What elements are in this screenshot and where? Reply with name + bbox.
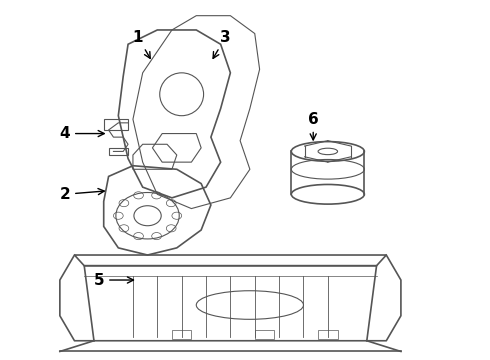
Bar	[255, 330, 274, 339]
Bar	[172, 330, 192, 339]
Text: 1: 1	[133, 30, 150, 58]
Bar	[109, 148, 128, 155]
Text: 5: 5	[94, 273, 133, 288]
Text: 2: 2	[59, 187, 104, 202]
Text: 4: 4	[59, 126, 104, 141]
Text: 6: 6	[308, 112, 319, 140]
Bar	[318, 330, 338, 339]
Bar	[104, 119, 128, 130]
Text: 3: 3	[213, 30, 231, 58]
